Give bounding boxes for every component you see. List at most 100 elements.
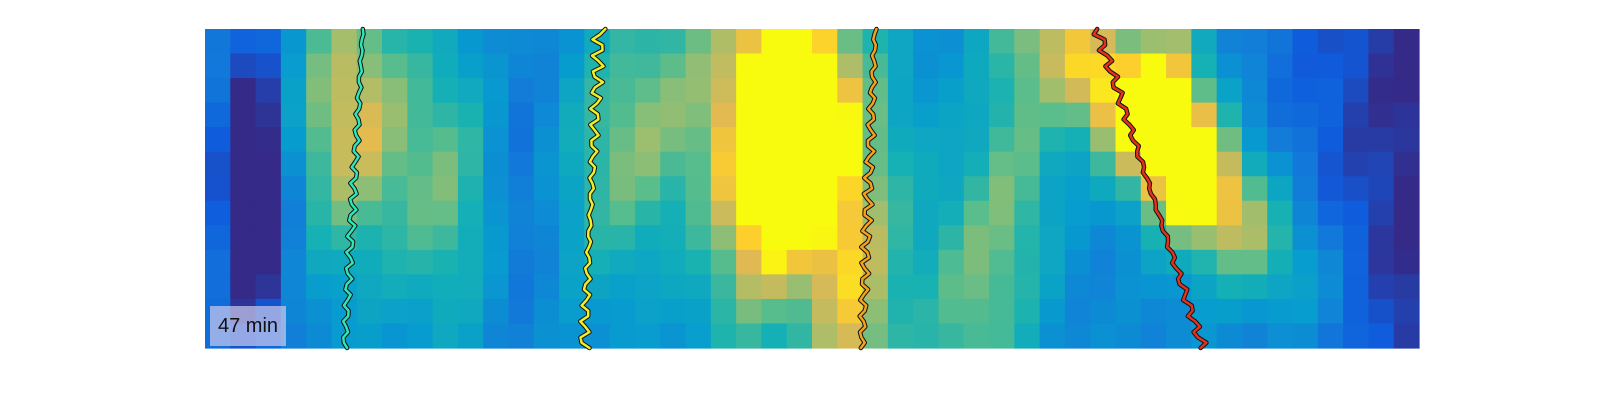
heatmap-cell <box>306 323 333 349</box>
heatmap-cell <box>660 127 687 153</box>
heatmap-cell <box>812 127 838 153</box>
heatmap-cell <box>989 151 1015 177</box>
heatmap-cell <box>306 176 333 202</box>
heatmap-cell <box>306 78 333 104</box>
track-line-2 <box>579 27 607 350</box>
heatmap-cell <box>1014 127 1041 153</box>
heatmap-cell <box>1216 176 1243 202</box>
heatmap-cell <box>432 53 459 79</box>
heatmap-cell <box>1039 127 1066 153</box>
heatmap-cell <box>1216 323 1243 349</box>
heatmap-cell <box>1343 200 1370 226</box>
heatmap-cell <box>963 298 990 325</box>
heatmap-cell <box>1393 127 1420 153</box>
heatmap-cell <box>1292 249 1319 275</box>
heatmap-cell <box>913 274 940 300</box>
heatmap-cell <box>1014 274 1041 300</box>
heatmap-cell <box>1166 151 1192 177</box>
heatmap-cell <box>1368 29 1395 55</box>
heatmap-cell <box>887 151 914 177</box>
heatmap-cell <box>483 274 510 300</box>
heatmap-cell <box>736 53 763 79</box>
heatmap-cell <box>306 151 333 177</box>
heatmap-cell <box>1140 127 1167 153</box>
heatmap-cell <box>710 102 737 128</box>
heatmap-cell <box>306 29 333 55</box>
heatmap-cell <box>710 78 737 104</box>
heatmap-cell <box>1216 127 1243 153</box>
heatmap-cell <box>255 200 282 226</box>
heatmap-cell <box>963 29 990 55</box>
heatmap-cell <box>938 323 965 349</box>
heatmap-cell <box>761 225 788 251</box>
heatmap-cell <box>1166 127 1192 153</box>
heatmap-cell <box>280 200 307 226</box>
heatmap-cell <box>584 78 611 104</box>
heatmap-cell <box>230 78 257 104</box>
heatmap-cell <box>1317 53 1344 79</box>
heatmap-cell <box>1393 323 1420 349</box>
heatmap-cell <box>1241 78 1268 104</box>
heatmap-cell <box>989 102 1015 128</box>
heatmap-cell <box>508 225 535 251</box>
heatmap-cell <box>280 78 307 104</box>
heatmap-cell <box>1343 176 1370 202</box>
heatmap-cell <box>1191 274 1218 300</box>
heatmap-cell <box>407 102 434 128</box>
heatmap-cell <box>989 29 1015 55</box>
heatmap-cell <box>989 323 1015 349</box>
heatmap-cell <box>812 151 838 177</box>
heatmap-cell <box>1014 298 1041 325</box>
heatmap-cell <box>812 102 838 128</box>
heatmap-cell <box>913 102 940 128</box>
heatmap-cell <box>1393 274 1420 300</box>
heatmap-cell <box>761 151 788 177</box>
heatmap-cell <box>685 78 712 104</box>
heatmap-cell <box>1292 78 1319 104</box>
heatmap-cell <box>710 53 737 79</box>
heatmap-cell <box>761 29 788 55</box>
heatmap-cell <box>1140 249 1167 275</box>
heatmap-cell <box>963 53 990 79</box>
heatmap-cell <box>710 151 737 177</box>
heatmap-cell <box>205 200 231 226</box>
heatmap-cell <box>609 249 636 275</box>
heatmap-cell <box>1368 323 1395 349</box>
heatmap-cell <box>533 225 560 251</box>
heatmap-cell <box>280 29 307 55</box>
heatmap-cell <box>887 249 914 275</box>
heatmap-cell <box>812 249 838 275</box>
heatmap-cell <box>533 29 560 55</box>
heatmap-cell <box>483 176 510 202</box>
heatmap-cell <box>1216 225 1243 251</box>
heatmap-cell <box>1393 176 1420 202</box>
heatmap-cell <box>1090 200 1117 226</box>
heatmap-cell <box>887 127 914 153</box>
heatmap-cell <box>559 200 585 226</box>
heatmap-cell <box>1064 102 1091 128</box>
heatmap-cell <box>887 200 914 226</box>
heatmap-cell <box>1368 298 1395 325</box>
heatmap-cell <box>255 151 282 177</box>
heatmap-cell <box>1039 29 1066 55</box>
heatmap-cell <box>1064 323 1091 349</box>
heatmap-cell <box>736 127 763 153</box>
heatmap-cell <box>812 298 838 325</box>
heatmap-cell <box>306 102 333 128</box>
heatmap-cell <box>255 127 282 153</box>
heatmap-cell <box>280 151 307 177</box>
track-line-3 <box>858 27 878 350</box>
heatmap-cell <box>887 102 914 128</box>
heatmap-cell <box>1064 29 1091 55</box>
heatmap-cell <box>1343 102 1370 128</box>
heatmap-cell <box>913 127 940 153</box>
heatmap-cell <box>685 102 712 128</box>
heatmap-cell <box>533 323 560 349</box>
heatmap-cell <box>1241 53 1268 79</box>
heatmap-cell <box>913 78 940 104</box>
heatmap-cell <box>559 151 585 177</box>
heatmap-cell <box>761 249 788 275</box>
heatmap-cell <box>609 151 636 177</box>
heatmap-cell <box>559 225 585 251</box>
heatmap-cell <box>407 323 434 349</box>
